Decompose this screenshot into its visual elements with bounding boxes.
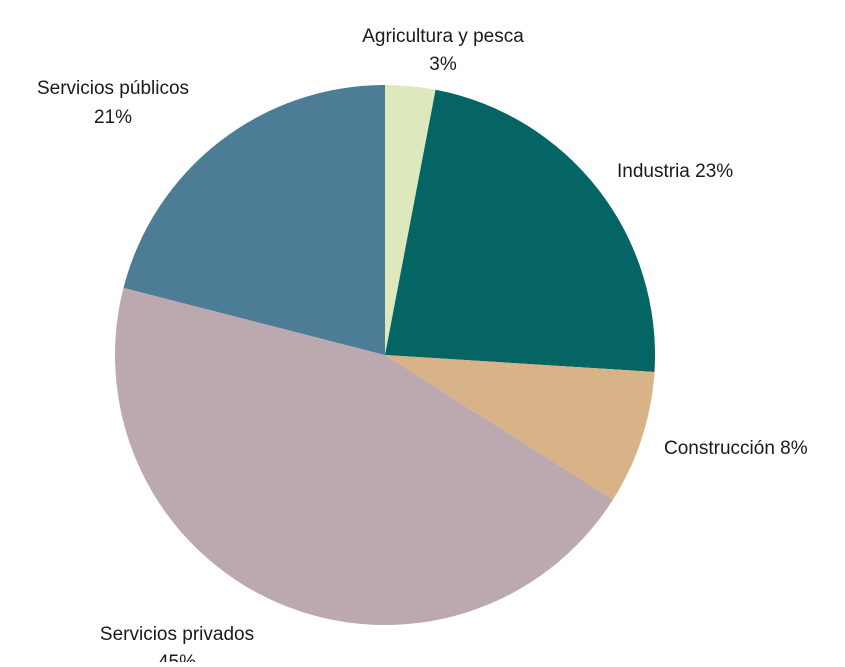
pie-slices xyxy=(114,85,656,626)
slice-label: Agricultura y pesca xyxy=(362,26,524,47)
pie-slice-servicios-publicos xyxy=(123,85,385,355)
slice-label: Servicios privados xyxy=(100,624,254,645)
slice-label: Servicios públicos xyxy=(37,78,189,99)
pie-labels: Agricultura y pesca 3% Industria 23% Constr… xyxy=(37,26,808,667)
slice-value-label: 21% xyxy=(94,107,132,128)
slice-label: Construcción 8% xyxy=(664,438,808,459)
slice-label: Industria 23% xyxy=(617,161,733,182)
slice-value-label: 45% xyxy=(158,652,196,662)
pie-slice-servicios-privados xyxy=(114,287,613,626)
pie-slice-agricultura-y-pesca xyxy=(385,85,436,355)
pie-slice-industria xyxy=(385,89,656,372)
pie-slice-construccion xyxy=(385,355,655,500)
slice-value-label: 3% xyxy=(429,54,457,75)
